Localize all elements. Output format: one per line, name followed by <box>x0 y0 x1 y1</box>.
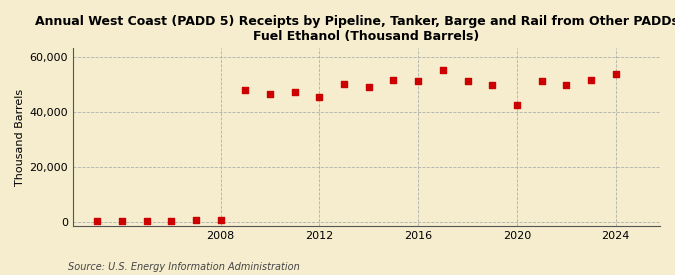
Title: Annual West Coast (PADD 5) Receipts by Pipeline, Tanker, Barge and Rail from Oth: Annual West Coast (PADD 5) Receipts by P… <box>35 15 675 43</box>
Point <box>141 219 152 223</box>
Point <box>363 85 374 89</box>
Point <box>92 219 103 224</box>
Point <box>487 83 497 88</box>
Point <box>314 94 325 99</box>
Point <box>512 103 522 107</box>
Point <box>610 72 621 77</box>
Point <box>339 82 350 86</box>
Point <box>536 79 547 84</box>
Point <box>215 218 226 222</box>
Point <box>561 83 572 88</box>
Point <box>265 92 275 96</box>
Point <box>388 78 399 82</box>
Point <box>240 87 251 92</box>
Point <box>190 218 201 223</box>
Point <box>290 90 300 95</box>
Point <box>166 219 177 223</box>
Point <box>437 68 448 73</box>
Y-axis label: Thousand Barrels: Thousand Barrels <box>15 89 25 186</box>
Point <box>412 79 423 84</box>
Point <box>117 219 128 224</box>
Point <box>585 78 596 82</box>
Text: Source: U.S. Energy Information Administration: Source: U.S. Energy Information Administ… <box>68 262 299 272</box>
Point <box>462 79 473 84</box>
